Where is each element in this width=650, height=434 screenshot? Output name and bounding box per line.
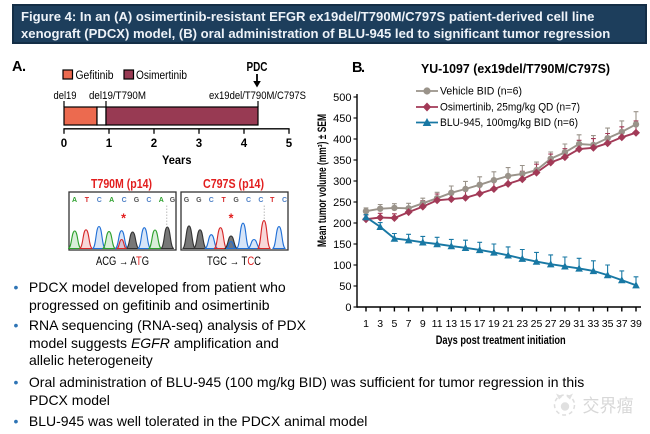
svg-text:C: C: [258, 197, 263, 204]
svg-text:7: 7: [406, 318, 412, 330]
svg-text:G: G: [196, 197, 202, 204]
svg-text:200: 200: [333, 218, 351, 230]
svg-text:A: A: [159, 197, 164, 204]
svg-text:Days post treatment initiation: Days post treatment initiation: [436, 333, 566, 347]
svg-text:C: C: [209, 197, 214, 204]
svg-text:Gefitinib: Gefitinib: [76, 70, 114, 82]
svg-text:1: 1: [106, 138, 113, 150]
svg-text:450: 450: [333, 113, 351, 125]
svg-text:4: 4: [241, 138, 248, 150]
svg-text:19: 19: [488, 318, 500, 330]
svg-text:C: C: [146, 197, 151, 204]
svg-text:YU-1097 (ex19del/T790M/C797S): YU-1097 (ex19del/T790M/C797S): [421, 61, 610, 76]
svg-text:17: 17: [474, 318, 486, 330]
svg-text:A: A: [72, 197, 77, 204]
svg-text:T: T: [270, 197, 275, 204]
svg-text:BLU-945, 100mg/kg BID (n=6): BLU-945, 100mg/kg BID (n=6): [440, 117, 578, 129]
svg-text:39: 39: [630, 318, 642, 330]
svg-text:Mean tumor volume (mm³) ± SEM: Mean tumor volume (mm³) ± SEM: [317, 114, 329, 247]
svg-text:del19: del19: [54, 90, 77, 102]
svg-text:TGC → TCC: TGC → TCC: [207, 256, 261, 268]
svg-text:ACG → ATG: ACG → ATG: [96, 256, 149, 268]
svg-text:C: C: [122, 197, 127, 204]
svg-text:50: 50: [339, 281, 351, 293]
svg-text:G: G: [134, 197, 140, 204]
svg-text:ex19del/T790M/C797S: ex19del/T790M/C797S: [209, 90, 306, 102]
svg-text:25: 25: [531, 318, 543, 330]
svg-text:交界瘤: 交界瘤: [583, 396, 634, 416]
svg-text:G: G: [233, 197, 239, 204]
svg-text:G: G: [184, 197, 190, 204]
svg-text:Osimertinib: Osimertinib: [136, 70, 187, 82]
svg-text:5: 5: [286, 138, 293, 150]
svg-text:3: 3: [377, 318, 383, 330]
svg-text:T: T: [222, 197, 227, 204]
svg-text:100: 100: [333, 260, 351, 272]
svg-text:500: 500: [333, 92, 351, 104]
svg-text:*: *: [229, 212, 234, 226]
svg-text:B.: B.: [352, 60, 365, 76]
svg-text:150: 150: [333, 239, 351, 251]
svg-text:G: G: [170, 197, 176, 204]
svg-text:300: 300: [333, 176, 351, 188]
svg-text:5: 5: [391, 318, 397, 330]
svg-text:C: C: [246, 197, 251, 204]
svg-text:33: 33: [588, 318, 600, 330]
svg-text:0: 0: [61, 138, 67, 150]
svg-text:A.: A.: [12, 59, 26, 75]
svg-text:250: 250: [333, 197, 351, 209]
svg-text:Years: Years: [162, 153, 192, 167]
svg-text:15: 15: [460, 318, 472, 330]
svg-text:C797S (p14): C797S (p14): [203, 177, 264, 191]
svg-text:T: T: [85, 197, 90, 204]
svg-text:*: *: [121, 212, 126, 226]
svg-text:9: 9: [420, 318, 426, 330]
svg-text:400: 400: [333, 134, 351, 146]
svg-text:C: C: [97, 197, 102, 204]
svg-text:del19/T790M: del19/T790M: [89, 90, 146, 102]
svg-text:1: 1: [363, 318, 369, 330]
svg-text:A: A: [109, 197, 114, 204]
svg-text:35: 35: [602, 318, 614, 330]
svg-text:C: C: [282, 197, 287, 204]
svg-text:23: 23: [516, 318, 528, 330]
svg-text:21: 21: [502, 318, 514, 330]
svg-text:T790M (p14): T790M (p14): [91, 177, 152, 191]
svg-text:PDC: PDC: [247, 60, 268, 74]
svg-text:350: 350: [333, 155, 351, 167]
svg-text:0: 0: [345, 302, 351, 314]
svg-text:31: 31: [573, 318, 585, 330]
svg-text:2: 2: [151, 138, 157, 150]
svg-text:29: 29: [559, 318, 571, 330]
svg-text:13: 13: [445, 318, 457, 330]
svg-text:11: 11: [432, 318, 443, 330]
svg-text:Vehicle BID (n=6): Vehicle BID (n=6): [440, 86, 522, 98]
svg-text:3: 3: [196, 138, 202, 150]
svg-text:37: 37: [616, 318, 628, 330]
svg-text:Osimertinib, 25mg/kg QD (n=7): Osimertinib, 25mg/kg QD (n=7): [440, 102, 580, 114]
svg-text:27: 27: [545, 318, 557, 330]
